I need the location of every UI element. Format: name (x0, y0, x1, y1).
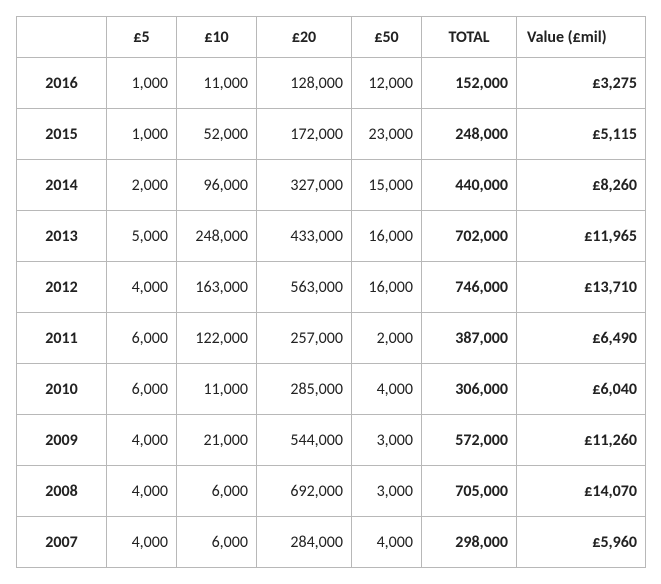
data-cell: 15,000 (352, 160, 422, 211)
table-row: 20074,0006,000284,0004,000298,000£5,960 (17, 517, 646, 568)
data-cell: £14,070 (517, 466, 646, 517)
data-cell: 248,000 (177, 211, 257, 262)
year-cell: 2016 (17, 58, 107, 109)
data-cell: 12,000 (352, 58, 422, 109)
data-cell: £11,965 (517, 211, 646, 262)
data-cell: £6,040 (517, 364, 646, 415)
data-cell: 52,000 (177, 109, 257, 160)
col-header-6: Value (£mil) (517, 17, 646, 58)
data-cell: 163,000 (177, 262, 257, 313)
data-cell: 172,000 (257, 109, 352, 160)
year-cell: 2014 (17, 160, 107, 211)
data-cell: 563,000 (257, 262, 352, 313)
data-cell: 3,000 (352, 466, 422, 517)
data-cell: 11,000 (177, 364, 257, 415)
data-cell: 5,000 (107, 211, 177, 262)
data-cell: 3,000 (352, 415, 422, 466)
data-cell: 4,000 (352, 364, 422, 415)
data-cell: 440,000 (422, 160, 517, 211)
data-cell: 544,000 (257, 415, 352, 466)
year-cell: 2007 (17, 517, 107, 568)
data-cell: 23,000 (352, 109, 422, 160)
table-row: 20135,000248,000433,00016,000702,000£11,… (17, 211, 646, 262)
data-cell: £6,490 (517, 313, 646, 364)
data-cell: 2,000 (107, 160, 177, 211)
table-row: 20106,00011,000285,0004,000306,000£6,040 (17, 364, 646, 415)
data-cell: 11,000 (177, 58, 257, 109)
data-cell: 16,000 (352, 262, 422, 313)
data-cell: 2,000 (352, 313, 422, 364)
year-cell: 2010 (17, 364, 107, 415)
data-cell: 306,000 (422, 364, 517, 415)
year-cell: 2009 (17, 415, 107, 466)
data-cell: 21,000 (177, 415, 257, 466)
data-cell: 298,000 (422, 517, 517, 568)
year-cell: 2015 (17, 109, 107, 160)
data-cell: 327,000 (257, 160, 352, 211)
data-cell: 4,000 (107, 517, 177, 568)
header-row: £5£10£20£50TOTALValue (£mil) (17, 17, 646, 58)
table-row: 20084,0006,000692,0003,000705,000£14,070 (17, 466, 646, 517)
data-cell: 285,000 (257, 364, 352, 415)
year-cell: 2013 (17, 211, 107, 262)
col-header-0 (17, 17, 107, 58)
col-header-1: £5 (107, 17, 177, 58)
data-cell: 257,000 (257, 313, 352, 364)
data-cell: 1,000 (107, 109, 177, 160)
data-cell: 4,000 (107, 466, 177, 517)
year-cell: 2008 (17, 466, 107, 517)
data-cell: 433,000 (257, 211, 352, 262)
data-cell: 152,000 (422, 58, 517, 109)
table-head: £5£10£20£50TOTALValue (£mil) (17, 17, 646, 58)
data-cell: 572,000 (422, 415, 517, 466)
data-cell: 6,000 (177, 466, 257, 517)
data-cell: 248,000 (422, 109, 517, 160)
data-cell: 122,000 (177, 313, 257, 364)
table-row: 20094,00021,000544,0003,000572,000£11,26… (17, 415, 646, 466)
data-cell: 6,000 (107, 313, 177, 364)
data-cell: 4,000 (352, 517, 422, 568)
data-cell: 4,000 (107, 262, 177, 313)
data-cell: £13,710 (517, 262, 646, 313)
data-cell: 284,000 (257, 517, 352, 568)
table-body: 20161,00011,000128,00012,000152,000£3,27… (17, 58, 646, 568)
col-header-3: £20 (257, 17, 352, 58)
data-cell: 128,000 (257, 58, 352, 109)
data-cell: 6,000 (177, 517, 257, 568)
table-row: 20142,00096,000327,00015,000440,000£8,26… (17, 160, 646, 211)
data-cell: £3,275 (517, 58, 646, 109)
year-cell: 2011 (17, 313, 107, 364)
col-header-4: £50 (352, 17, 422, 58)
data-cell: 6,000 (107, 364, 177, 415)
data-cell: 1,000 (107, 58, 177, 109)
data-cell: 702,000 (422, 211, 517, 262)
data-cell: 746,000 (422, 262, 517, 313)
table-row: 20124,000163,000563,00016,000746,000£13,… (17, 262, 646, 313)
banknote-table: £5£10£20£50TOTALValue (£mil) 20161,00011… (16, 16, 646, 568)
data-cell: 705,000 (422, 466, 517, 517)
data-cell: £8,260 (517, 160, 646, 211)
data-cell: 692,000 (257, 466, 352, 517)
table-row: 20151,00052,000172,00023,000248,000£5,11… (17, 109, 646, 160)
year-cell: 2012 (17, 262, 107, 313)
data-cell: £5,960 (517, 517, 646, 568)
data-cell: 4,000 (107, 415, 177, 466)
data-cell: £5,115 (517, 109, 646, 160)
table-row: 20116,000122,000257,0002,000387,000£6,49… (17, 313, 646, 364)
data-cell: 16,000 (352, 211, 422, 262)
data-cell: £11,260 (517, 415, 646, 466)
data-cell: 96,000 (177, 160, 257, 211)
data-cell: 387,000 (422, 313, 517, 364)
col-header-2: £10 (177, 17, 257, 58)
table-row: 20161,00011,000128,00012,000152,000£3,27… (17, 58, 646, 109)
col-header-5: TOTAL (422, 17, 517, 58)
